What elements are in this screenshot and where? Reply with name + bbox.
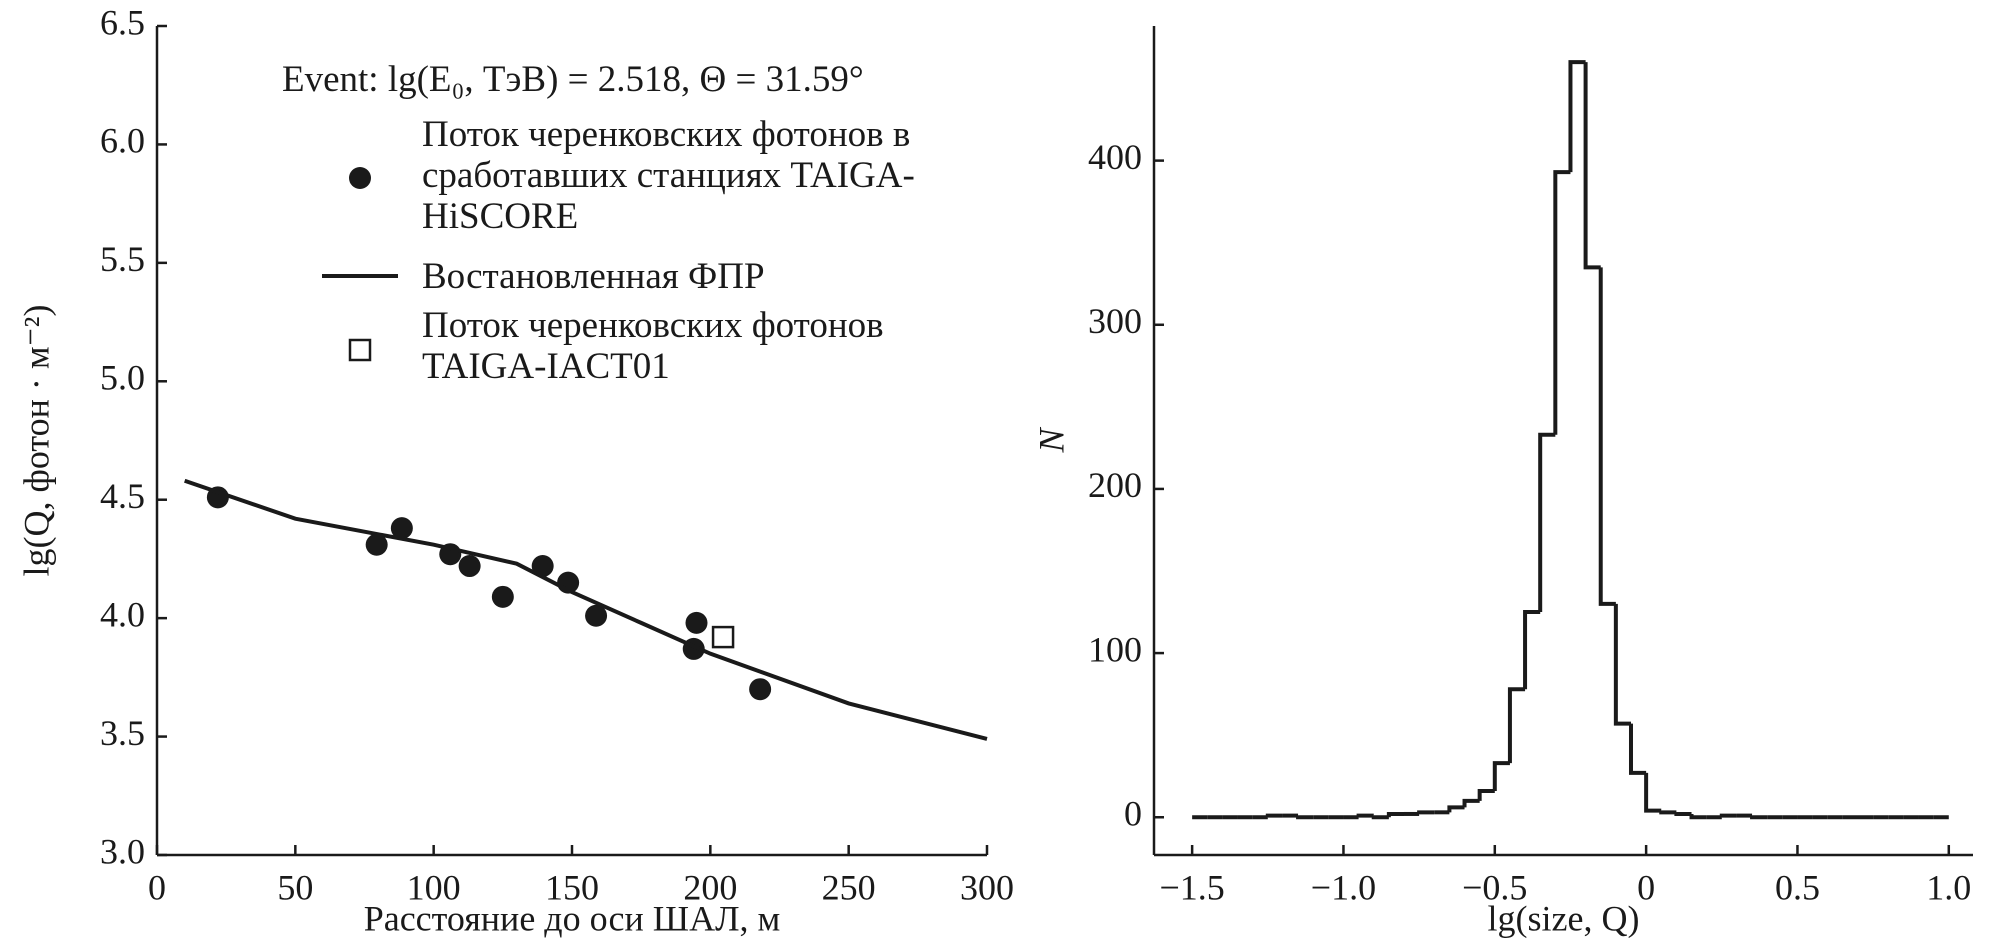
x-tick-label: 200 — [683, 867, 737, 907]
y-tick-label: 5.0 — [100, 358, 145, 398]
point — [585, 604, 608, 627]
bar — [1583, 62, 1601, 270]
x-tick-label: 150 — [545, 867, 599, 907]
bar — [1750, 815, 1768, 820]
bar — [1371, 815, 1389, 820]
x-tick-label: 0 — [148, 867, 166, 907]
bar — [1674, 811, 1692, 816]
bar — [1659, 810, 1677, 815]
bar — [1386, 811, 1404, 818]
x-tick-label: 50 — [277, 867, 313, 907]
annotation: Event: lg(E₀, ТэВ) = 2.518, Θ = 31.59° — [282, 59, 864, 100]
bar — [1447, 805, 1465, 813]
point — [390, 517, 413, 540]
point — [491, 585, 514, 608]
x-axis-label: Расстояние до оси ШАЛ, м — [364, 898, 781, 938]
bar — [1598, 267, 1616, 606]
y-tick-label: 6.0 — [100, 121, 145, 161]
point — [458, 555, 481, 578]
x-tick-label: −0.5 — [1462, 867, 1527, 907]
point — [749, 678, 772, 701]
legend-label: Востановленная ФПР — [422, 256, 765, 297]
y-tick-label: 0 — [1124, 794, 1142, 834]
y-tick-label: 5.5 — [100, 239, 145, 279]
x-tick-label: 250 — [822, 867, 876, 907]
bar — [1568, 60, 1586, 173]
x-tick-label: 0.5 — [1775, 867, 1820, 907]
x-tick-label: 0 — [1637, 867, 1655, 907]
bar — [1492, 761, 1510, 791]
bar — [1477, 788, 1495, 801]
bar — [1462, 798, 1480, 808]
bar — [1644, 772, 1662, 813]
bar — [1523, 610, 1541, 690]
bar — [1296, 815, 1314, 820]
x-tick-label: 1.0 — [1926, 867, 1971, 907]
bar — [1538, 432, 1556, 613]
y-tick-label: 3.0 — [100, 831, 145, 871]
y-tick-label: 100 — [1088, 629, 1142, 669]
x-axis-label: lg(size, Q) — [1488, 898, 1640, 938]
legend-label: Поток черенковских фотонов TAIGA-IACT01 — [422, 305, 884, 387]
bar — [1719, 813, 1737, 818]
legend-marker — [349, 167, 371, 189]
x-tick-label: −1.0 — [1311, 867, 1376, 907]
legend-label: Поток черенковских фотонов в сработавших… — [422, 114, 915, 237]
point — [685, 611, 708, 634]
point — [531, 555, 554, 578]
y-axis-label: lg(Q, фотон · м⁻²) — [16, 305, 56, 577]
point — [365, 533, 388, 556]
point — [711, 625, 735, 649]
bar — [1265, 813, 1283, 818]
y-tick-label: 6.5 — [100, 2, 145, 42]
y-tick-label: 4.0 — [100, 594, 145, 634]
line — [184, 478, 988, 741]
bar — [1417, 810, 1435, 815]
bar — [1356, 813, 1374, 818]
y-tick-label: 300 — [1088, 301, 1142, 341]
y-tick-label: 3.5 — [100, 713, 145, 753]
bar — [1553, 170, 1571, 435]
y-tick-label: 4.5 — [100, 476, 145, 516]
y-tick-label: 400 — [1088, 137, 1142, 177]
legend-marker — [348, 338, 372, 362]
x-tick-label: 100 — [407, 867, 461, 907]
bar — [1507, 687, 1526, 764]
x-tick-label: −1.5 — [1159, 867, 1224, 907]
y-axis-label: N — [1031, 427, 1071, 454]
x-tick-label: 300 — [960, 867, 1014, 907]
y-tick-label: 200 — [1088, 465, 1142, 505]
bar — [1628, 723, 1647, 775]
bar — [1613, 603, 1631, 726]
bar — [1689, 813, 1707, 820]
